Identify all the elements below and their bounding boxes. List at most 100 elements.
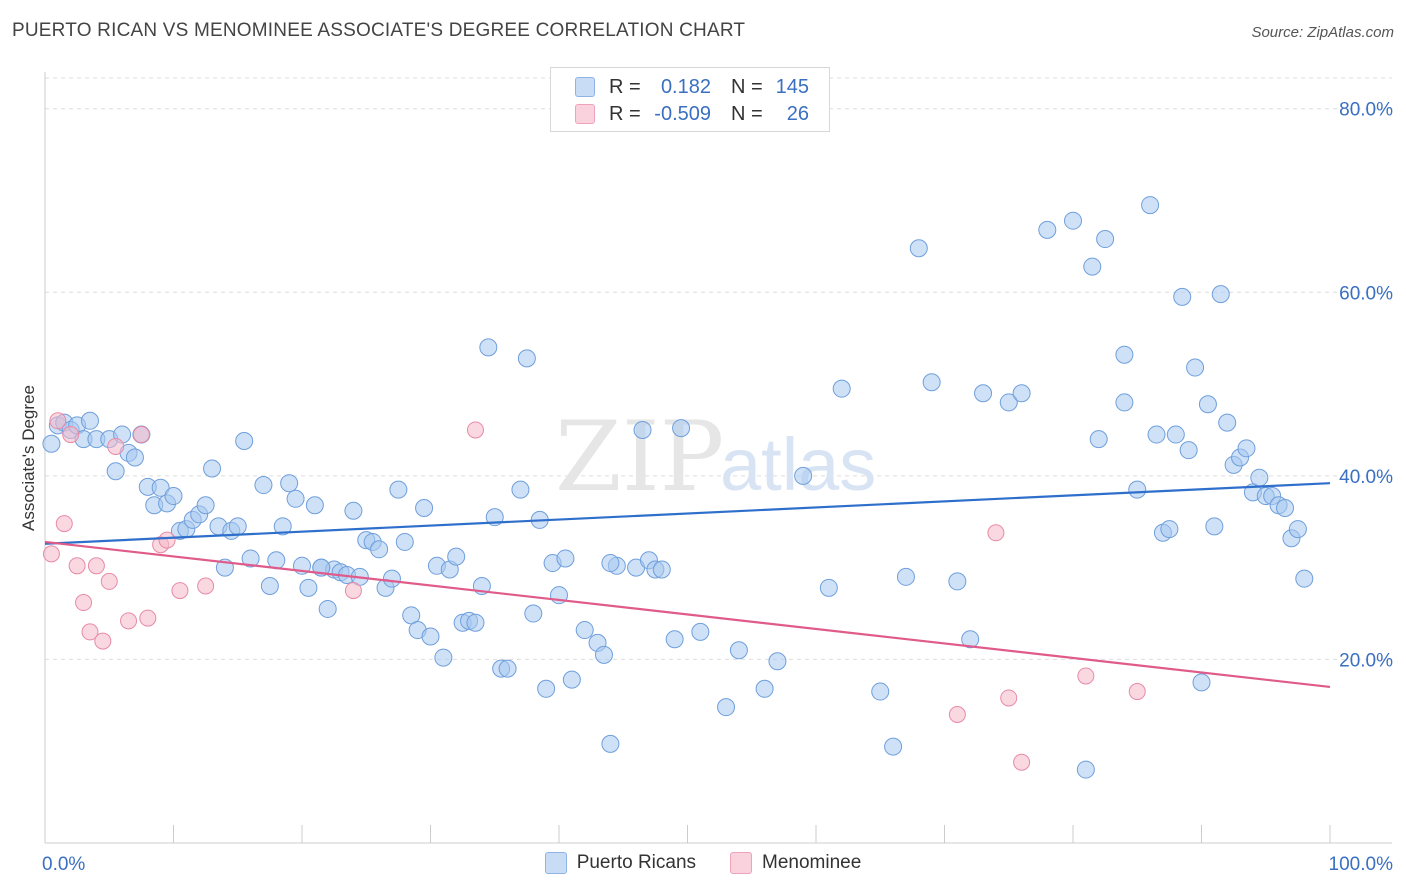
point-puerto-ricans bbox=[794, 466, 813, 485]
legend-row-menominee: R = -0.509 N = 26 bbox=[575, 101, 809, 127]
point-puerto-ricans bbox=[524, 604, 543, 623]
point-puerto-ricans bbox=[260, 577, 279, 595]
point-puerto-ricans bbox=[370, 540, 389, 559]
point-menominee bbox=[987, 524, 1005, 542]
legend-swatch-puerto-ricans bbox=[575, 77, 595, 97]
legend-label-puerto-ricans: Puerto Ricans bbox=[576, 852, 697, 873]
point-puerto-ricans bbox=[318, 599, 337, 618]
point-puerto-ricans bbox=[819, 578, 838, 597]
point-puerto-ricans bbox=[1237, 439, 1256, 458]
point-puerto-ricans bbox=[1115, 345, 1134, 364]
point-puerto-ricans bbox=[479, 338, 498, 357]
point-puerto-ricans bbox=[273, 517, 292, 536]
r-value: -0.509 bbox=[654, 102, 711, 125]
x-tick-label: 0.0% bbox=[42, 854, 85, 875]
point-puerto-ricans bbox=[1205, 517, 1224, 536]
point-puerto-ricans bbox=[1089, 430, 1108, 449]
point-menominee bbox=[42, 545, 60, 563]
point-menominee bbox=[94, 632, 112, 650]
series-legend: Puerto Ricans Menominee bbox=[0, 852, 1406, 874]
point-puerto-ricans bbox=[42, 434, 61, 453]
point-puerto-ricans bbox=[1012, 384, 1031, 403]
point-puerto-ricans bbox=[434, 648, 453, 667]
point-puerto-ricans bbox=[280, 474, 299, 493]
point-menominee bbox=[68, 557, 86, 575]
n-label: N = bbox=[731, 102, 763, 125]
watermark: ZIP atlas bbox=[555, 401, 876, 513]
point-puerto-ricans bbox=[498, 659, 517, 678]
point-puerto-ricans bbox=[254, 476, 273, 495]
point-puerto-ricans bbox=[1096, 230, 1115, 249]
point-puerto-ricans bbox=[556, 549, 575, 568]
point-puerto-ricans bbox=[871, 682, 890, 701]
y-tick-label: 60.0% bbox=[1339, 283, 1393, 304]
point-menominee bbox=[344, 582, 362, 600]
point-puerto-ricans bbox=[1115, 393, 1134, 412]
point-puerto-ricans bbox=[884, 737, 903, 756]
point-puerto-ricans bbox=[511, 480, 530, 499]
point-menominee bbox=[120, 612, 138, 630]
point-puerto-ricans bbox=[1186, 358, 1205, 377]
point-puerto-ricans bbox=[305, 496, 324, 515]
n-value: 26 bbox=[786, 102, 809, 125]
point-menominee bbox=[55, 515, 73, 533]
point-puerto-ricans bbox=[633, 420, 652, 439]
legend-label-menominee: Menominee bbox=[762, 852, 862, 873]
point-menominee bbox=[139, 609, 157, 627]
point-puerto-ricans bbox=[382, 569, 401, 588]
point-puerto-ricans bbox=[299, 578, 318, 597]
point-puerto-ricans bbox=[241, 549, 260, 568]
point-menominee bbox=[158, 531, 176, 549]
point-puerto-ricans bbox=[1295, 569, 1314, 588]
point-puerto-ricans bbox=[672, 419, 691, 438]
point-puerto-ricans bbox=[961, 630, 980, 649]
point-puerto-ricans bbox=[537, 679, 556, 698]
point-puerto-ricans bbox=[922, 373, 941, 392]
point-menominee bbox=[49, 412, 67, 430]
chart-title: PUERTO RICAN VS MENOMINEE ASSOCIATE'S DE… bbox=[12, 20, 746, 41]
point-puerto-ricans bbox=[999, 393, 1018, 412]
point-menominee bbox=[81, 623, 99, 641]
point-puerto-ricans bbox=[562, 670, 581, 689]
point-puerto-ricans bbox=[344, 501, 363, 520]
point-puerto-ricans bbox=[389, 480, 408, 499]
point-puerto-ricans bbox=[1211, 285, 1230, 304]
point-puerto-ricans bbox=[235, 431, 254, 450]
x-tick-label: 100.0% bbox=[1329, 854, 1394, 875]
point-puerto-ricans bbox=[1160, 520, 1179, 539]
point-puerto-ricans bbox=[948, 572, 967, 591]
point-puerto-ricans bbox=[691, 622, 710, 641]
point-puerto-ricans bbox=[1076, 760, 1095, 779]
trend-lines bbox=[44, 482, 1331, 689]
point-puerto-ricans bbox=[164, 487, 183, 506]
point-puerto-ricans bbox=[1276, 498, 1295, 517]
point-puerto-ricans bbox=[447, 547, 466, 566]
point-puerto-ricans bbox=[1147, 425, 1166, 444]
legend-item-puerto-ricans: Puerto Ricans bbox=[544, 852, 697, 874]
point-menominee bbox=[1128, 683, 1146, 701]
point-puerto-ricans bbox=[267, 551, 286, 570]
legend-swatch-puerto-ricans bbox=[544, 852, 567, 874]
point-puerto-ricans bbox=[601, 734, 620, 753]
y-tick-label: 40.0% bbox=[1339, 467, 1393, 488]
point-menominee bbox=[75, 594, 93, 612]
point-puerto-ricans bbox=[1038, 220, 1057, 239]
watermark-atlas: atlas bbox=[720, 423, 876, 506]
point-puerto-ricans bbox=[1064, 211, 1082, 230]
point-puerto-ricans bbox=[1198, 395, 1217, 414]
point-puerto-ricans bbox=[896, 567, 915, 586]
y-axis-label: Associate's Degree bbox=[19, 385, 38, 531]
point-puerto-ricans bbox=[1166, 425, 1185, 444]
watermark-zip: ZIP bbox=[555, 401, 724, 513]
point-puerto-ricans bbox=[575, 621, 594, 640]
point-menominee bbox=[62, 426, 80, 444]
source-label: Source: ZipAtlas.com bbox=[1251, 24, 1394, 41]
point-puerto-ricans bbox=[466, 613, 485, 632]
point-menominee bbox=[466, 421, 484, 439]
point-puerto-ricans bbox=[652, 560, 671, 579]
n-value: 145 bbox=[775, 75, 809, 98]
correlation-legend: R = 0.182 N = 145 R = -0.509 N = 26 bbox=[550, 67, 830, 132]
point-puerto-ricans bbox=[1173, 287, 1192, 306]
point-puerto-ricans bbox=[729, 641, 748, 660]
